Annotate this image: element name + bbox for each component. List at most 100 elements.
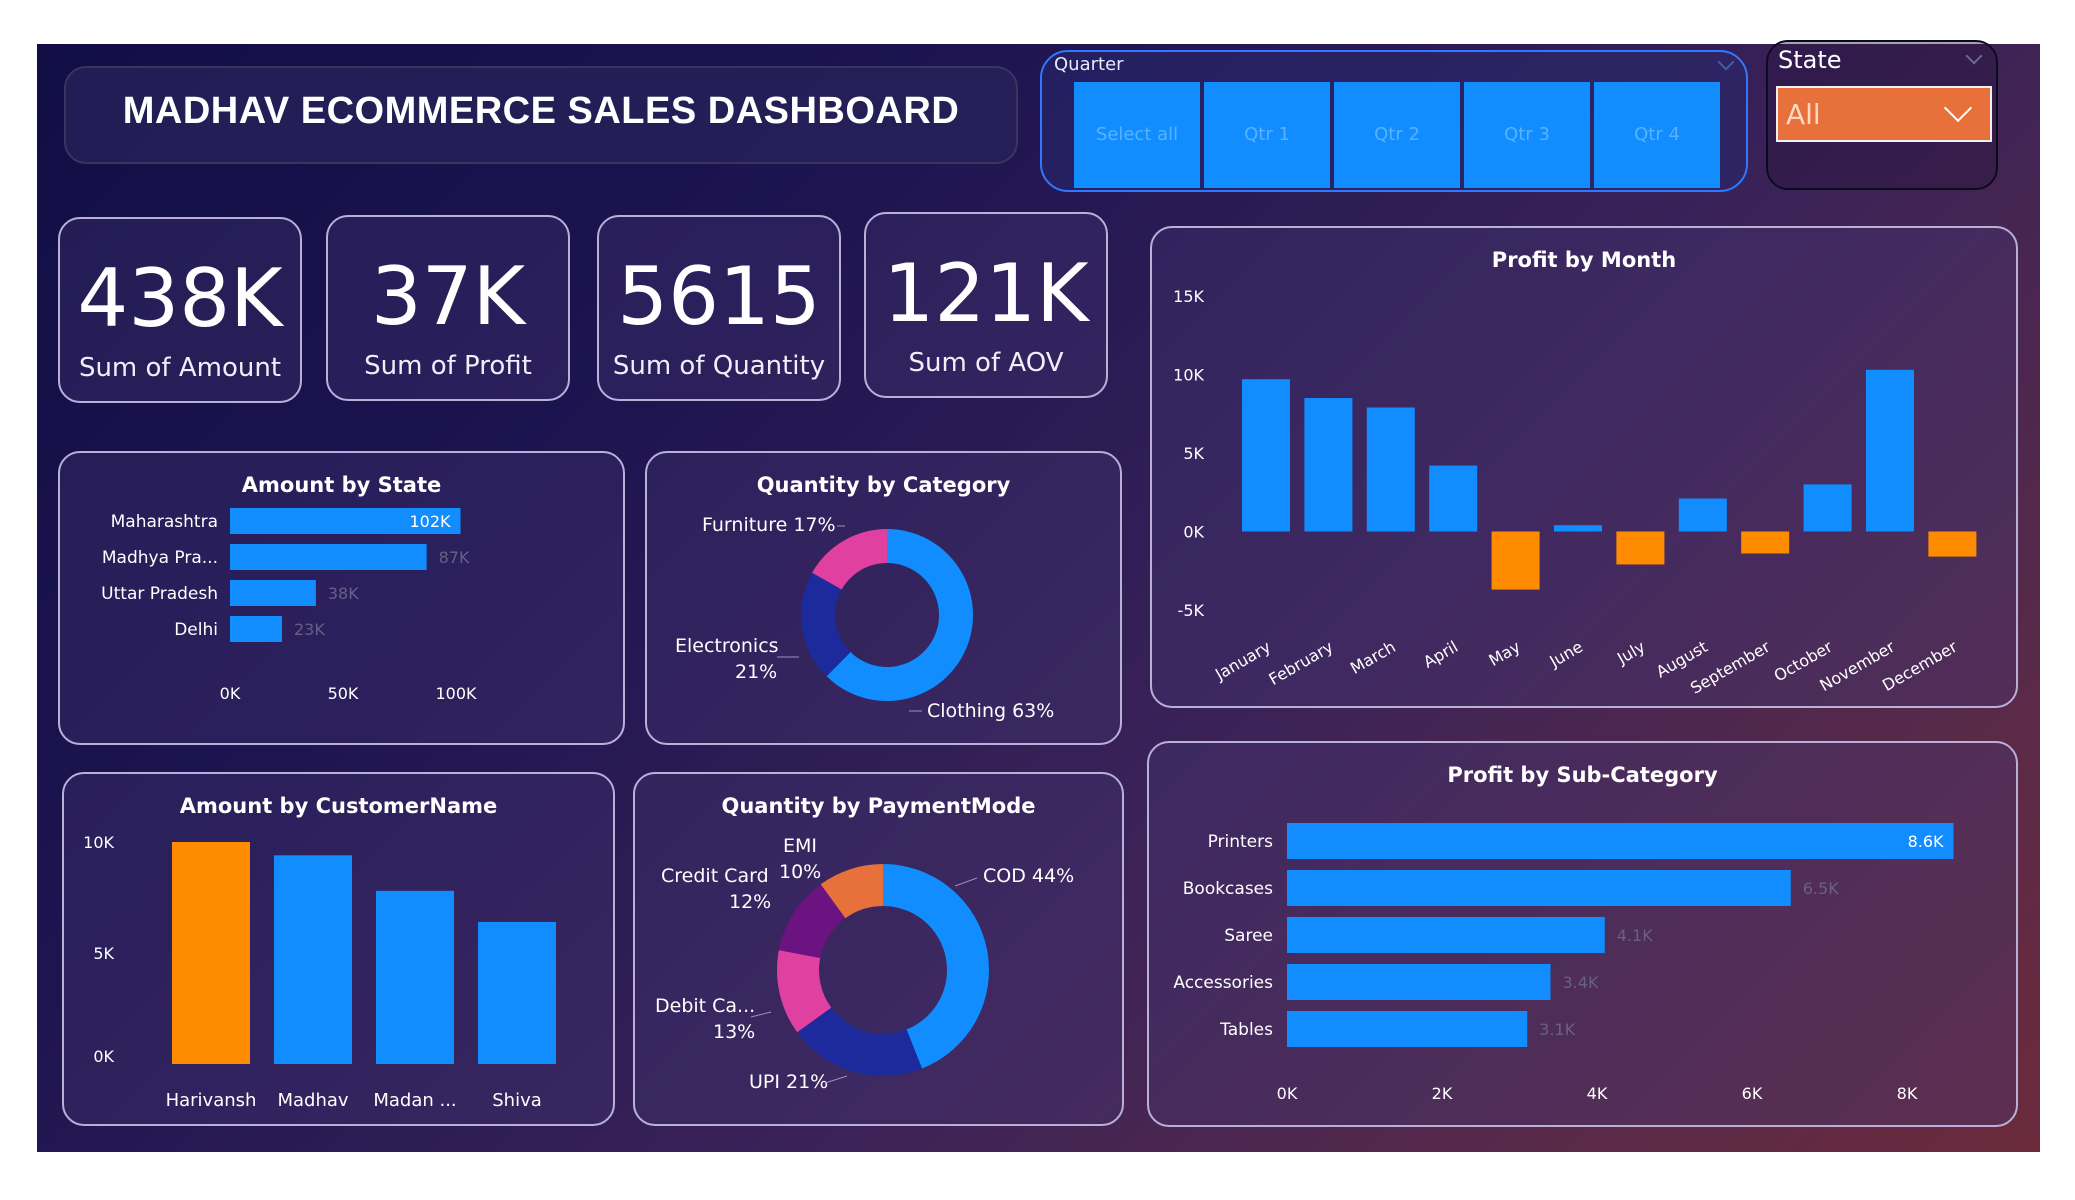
quantity-by-payment-chart: COD 44% UPI 21% Debit Ca... 13% Credit Card 1… — [655, 835, 1074, 1093]
kpi-card-aov: 121K Sum of AOV — [864, 212, 1108, 398]
category-label: Delhi — [174, 620, 218, 640]
bar — [1616, 531, 1665, 565]
slice-label: Debit Ca... — [655, 995, 755, 1017]
category-label: Bookcases — [1183, 879, 1273, 899]
bar — [478, 921, 556, 1064]
category-label: Madan ... — [373, 1090, 456, 1111]
bar — [1287, 1011, 1528, 1047]
donut-slice — [778, 884, 846, 959]
bar — [1678, 498, 1727, 532]
tick-label: 0K — [1277, 1084, 1298, 1103]
bar — [1287, 823, 1954, 859]
category-label: July — [1613, 637, 1648, 668]
dashboard-canvas — [37, 44, 2040, 1152]
bar — [1304, 398, 1353, 532]
bar — [1554, 525, 1602, 532]
tick-label: 50K — [328, 684, 359, 703]
leader-line — [750, 1011, 772, 1018]
quarter-option-qtr2[interactable]: Qtr 2 — [1334, 82, 1460, 188]
tick-label: 10K — [83, 833, 114, 852]
tick-label: 8K — [1897, 1084, 1918, 1103]
slice-label: 10% — [779, 861, 821, 883]
tick-label: 0K — [220, 684, 241, 703]
dashboard-title: MADHAV ECOMMERCE SALES DASHBOARD — [122, 90, 960, 132]
chart-title: Quantity by PaymentMode — [721, 794, 1036, 818]
kpi-value: 37K — [370, 250, 526, 343]
bar — [230, 544, 427, 570]
tick-label: 2K — [1432, 1084, 1453, 1103]
category-label: Printers — [1208, 832, 1274, 852]
tick-label: 100K — [435, 684, 477, 703]
state-dropdown[interactable]: All — [1776, 86, 1992, 142]
panel-quantity-by-payment: Quantity by PaymentMode COD 44% UPI 21% De… — [633, 772, 1124, 1126]
quantity-by-category-chart: Furniture 17% Electronics 21% Clothing 63% — [675, 514, 1054, 722]
quarter-option-qtr1[interactable]: Qtr 1 — [1204, 82, 1330, 188]
panel-profit-by-month: Profit by Month -5K 0K 5K 10K 15K January Febr… — [1150, 226, 2018, 708]
category-label: May — [1485, 637, 1523, 670]
kpi-label: Sum of AOV — [908, 348, 1064, 378]
panel-amount-by-state: Amount by State Maharashtra 102K Madhya Pr… — [58, 451, 625, 745]
bar — [230, 616, 282, 642]
state-slicer[interactable]: State All — [1766, 40, 1998, 190]
data-label: 38K — [328, 584, 359, 603]
quarter-option-qtr4[interactable]: Qtr 4 — [1594, 82, 1720, 188]
profit-by-subcategory-chart: Printers 8.6K Bookcases 6.5K Saree 4.1K Access… — [1173, 823, 1954, 1103]
tick-label: 0K — [93, 1047, 114, 1066]
chevron-down-icon[interactable] — [1943, 93, 1973, 123]
slice-label: 13% — [713, 1021, 755, 1043]
category-label: Tables — [1219, 1020, 1273, 1040]
kpi-value: 5615 — [617, 250, 821, 343]
chevron-down-icon[interactable] — [1965, 47, 1983, 65]
category-label: February — [1265, 637, 1336, 689]
quarter-option-select-all[interactable]: Select all — [1074, 82, 1200, 188]
bar — [1242, 379, 1290, 532]
kpi-label: Sum of Quantity — [612, 351, 826, 381]
kpi-card-profit: 37K Sum of Profit — [326, 215, 570, 401]
bar — [1287, 964, 1551, 1000]
category-label: Shiva — [492, 1090, 542, 1111]
category-label: June — [1545, 637, 1586, 671]
category-label: January — [1211, 637, 1274, 684]
bar — [1491, 531, 1540, 590]
slice-label: Furniture 17% — [702, 514, 836, 536]
donut-slice — [826, 529, 973, 701]
amount-by-state-chart: Maharashtra 102K Madhya Pra... 87K Uttar Pra… — [101, 508, 477, 703]
category-label: Accessories — [1173, 973, 1273, 993]
slice-label: UPI 21% — [749, 1071, 828, 1093]
kpi-card-quantity: 5615 Sum of Quantity — [597, 215, 841, 401]
category-label: April — [1420, 637, 1461, 672]
panel-amount-by-customer: Amount by CustomerName 0K 5K 10K Harivansh M… — [62, 772, 615, 1126]
bar — [1429, 465, 1478, 532]
donut-slice — [801, 572, 851, 677]
bar — [1287, 870, 1791, 906]
chevron-down-icon[interactable] — [1717, 53, 1735, 71]
data-label: 4.1K — [1617, 926, 1653, 945]
donut-slice — [820, 864, 883, 919]
bar — [274, 855, 352, 1064]
quarter-slicer[interactable]: Quarter Select all Qtr 1 Qtr 2 Qtr 3 Qtr… — [1040, 50, 1748, 192]
kpi-label: Sum of Profit — [364, 351, 532, 381]
panel-quantity-by-category: Quantity by Category Furniture 17% Electr… — [645, 451, 1122, 745]
donut-slice — [812, 529, 887, 590]
slice-label: Credit Card — [661, 865, 769, 887]
chart-title: Quantity by Category — [756, 473, 1011, 497]
data-label: 3.4K — [1563, 973, 1599, 992]
data-label: 6.5K — [1803, 879, 1839, 898]
kpi-value: 438K — [77, 252, 283, 345]
amount-by-customer-chart: 0K 5K 10K Harivansh Madhav Madan ... Shiva — [83, 833, 556, 1111]
donut-slice — [777, 950, 832, 1033]
category-label: Saree — [1224, 926, 1273, 946]
data-label: 87K — [439, 548, 470, 567]
chart-title: Profit by Sub-Category — [1447, 763, 1718, 787]
quarter-option-qtr3[interactable]: Qtr 3 — [1464, 82, 1590, 188]
category-label: Harivansh — [166, 1090, 257, 1111]
kpi-label: Sum of Amount — [78, 353, 282, 383]
tick-label: 15K — [1173, 287, 1204, 306]
bar — [1366, 407, 1415, 532]
title-panel: MADHAV ECOMMERCE SALES DASHBOARD — [64, 66, 1018, 164]
category-label: Uttar Pradesh — [101, 584, 218, 604]
kpi-value: 121K — [883, 247, 1089, 340]
chart-title: Profit by Month — [1491, 248, 1677, 272]
tick-label: -5K — [1178, 601, 1205, 620]
